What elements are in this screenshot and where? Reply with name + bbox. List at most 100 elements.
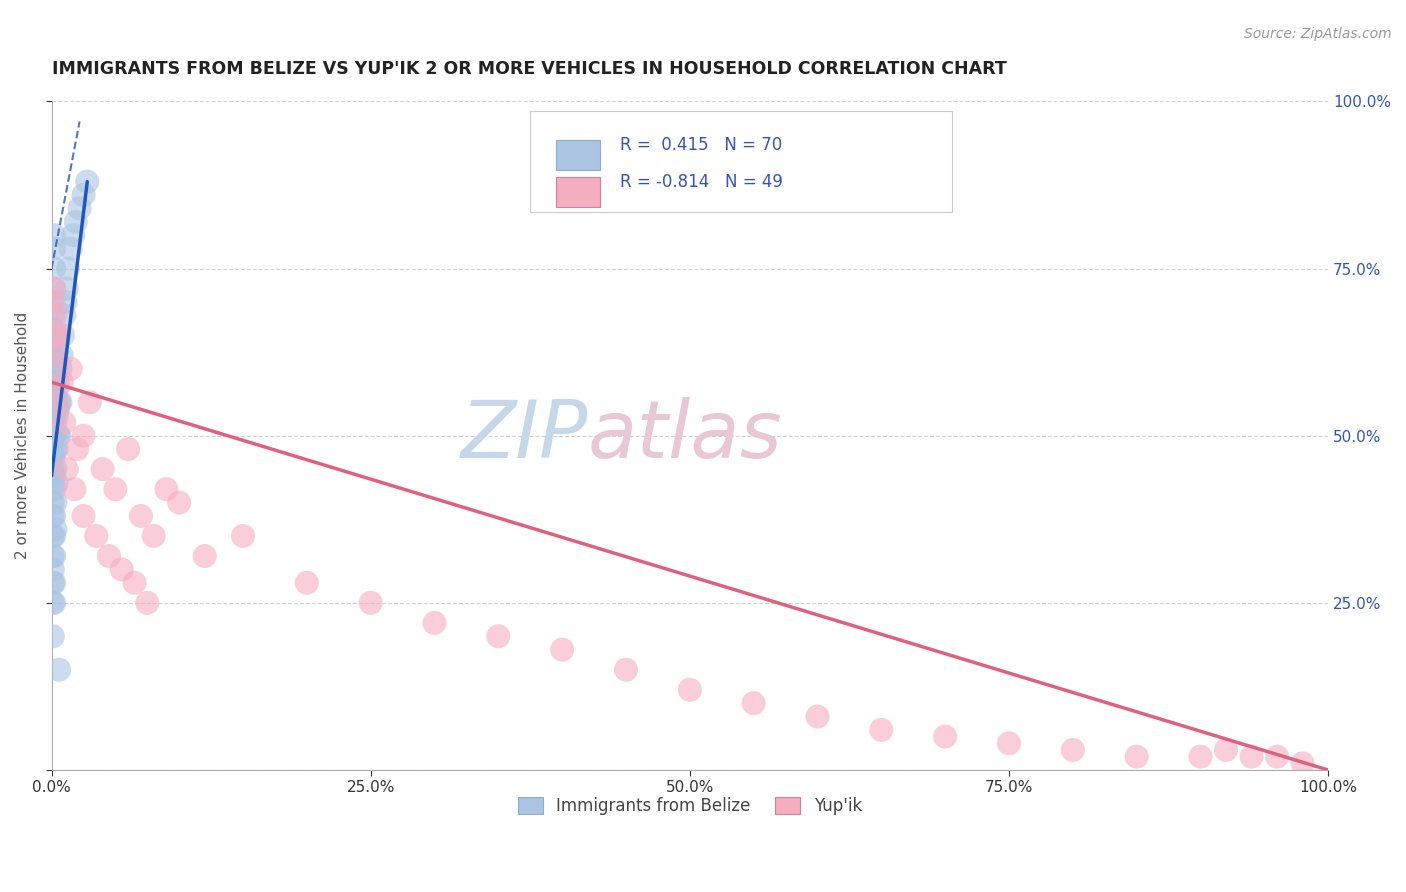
Point <box>614 663 637 677</box>
Point <box>42 468 65 483</box>
Point <box>72 188 94 202</box>
Point <box>1125 749 1147 764</box>
Point <box>48 663 70 677</box>
Point <box>42 415 65 429</box>
Point <box>45 328 67 343</box>
Point <box>998 736 1021 750</box>
Point <box>232 529 254 543</box>
Point <box>56 462 79 476</box>
Point <box>742 696 765 710</box>
Point <box>42 596 65 610</box>
Point <box>42 495 65 509</box>
Point <box>194 549 217 563</box>
Point <box>69 202 91 216</box>
Point <box>84 529 107 543</box>
FancyBboxPatch shape <box>555 140 600 169</box>
Point <box>679 682 702 697</box>
Point <box>42 529 65 543</box>
Point <box>45 442 67 456</box>
Point <box>44 442 66 456</box>
Point <box>72 508 94 523</box>
Point <box>42 228 65 243</box>
Point <box>48 428 70 442</box>
Point <box>934 730 956 744</box>
Point <box>45 409 67 423</box>
Point <box>124 575 146 590</box>
Point <box>360 596 382 610</box>
Text: R =  0.415   N = 70: R = 0.415 N = 70 <box>620 136 782 153</box>
Point <box>91 462 114 476</box>
Point <box>42 395 65 409</box>
Legend: Immigrants from Belize, Yup'ik: Immigrants from Belize, Yup'ik <box>510 790 869 822</box>
Point <box>42 428 65 442</box>
Point <box>56 261 79 276</box>
Point <box>117 442 139 456</box>
Point <box>42 549 65 563</box>
Point <box>42 449 65 463</box>
Point <box>53 415 76 429</box>
Point <box>44 348 66 362</box>
Point <box>295 575 318 590</box>
Point <box>42 562 65 576</box>
Point <box>44 462 66 476</box>
Point <box>44 348 66 362</box>
Point <box>44 395 66 409</box>
Point <box>46 428 69 442</box>
Point <box>59 361 82 376</box>
Point <box>142 529 165 543</box>
Point <box>66 442 89 456</box>
Point <box>423 615 446 630</box>
Text: ZIP: ZIP <box>460 397 588 475</box>
Point <box>1291 756 1313 771</box>
Point <box>42 295 65 310</box>
Point <box>870 723 893 737</box>
Point <box>1240 749 1263 764</box>
Point <box>42 449 65 463</box>
Point <box>44 522 66 536</box>
Point <box>1265 749 1288 764</box>
Point <box>52 328 75 343</box>
FancyBboxPatch shape <box>555 177 600 207</box>
Point <box>53 309 76 323</box>
Point <box>59 242 82 256</box>
Point <box>42 529 65 543</box>
Point <box>42 382 65 396</box>
Point <box>155 482 177 496</box>
Point <box>42 508 65 523</box>
Point <box>1062 743 1084 757</box>
Point <box>44 375 66 389</box>
Point <box>46 395 69 409</box>
Point <box>45 475 67 490</box>
Point <box>44 328 66 343</box>
Point <box>42 575 65 590</box>
Point <box>42 261 65 276</box>
Point <box>48 328 70 343</box>
Point <box>42 334 65 349</box>
Point <box>55 295 77 310</box>
Point <box>42 475 65 490</box>
Point <box>44 495 66 509</box>
Point <box>42 295 65 310</box>
Point <box>42 361 65 376</box>
Point <box>104 482 127 496</box>
Point <box>42 462 65 476</box>
Text: atlas: atlas <box>588 397 783 475</box>
Point <box>42 395 65 409</box>
Text: IMMIGRANTS FROM BELIZE VS YUP'IK 2 OR MORE VEHICLES IN HOUSEHOLD CORRELATION CHA: IMMIGRANTS FROM BELIZE VS YUP'IK 2 OR MO… <box>52 60 1007 78</box>
Point <box>111 562 134 576</box>
FancyBboxPatch shape <box>530 112 952 211</box>
Point <box>167 495 190 509</box>
Point <box>42 348 65 362</box>
Text: R = -0.814   N = 49: R = -0.814 N = 49 <box>620 173 783 191</box>
Point <box>42 242 65 256</box>
Point <box>42 508 65 523</box>
Point <box>49 361 72 376</box>
Point <box>42 322 65 336</box>
Point <box>44 309 66 323</box>
Point <box>1215 743 1237 757</box>
Point <box>42 428 65 442</box>
Point <box>98 549 121 563</box>
Point <box>136 596 159 610</box>
Point <box>42 596 65 610</box>
Point <box>42 549 65 563</box>
